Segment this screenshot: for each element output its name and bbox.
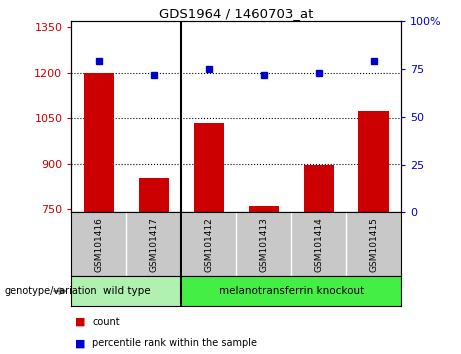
Text: GSM101413: GSM101413 [259,217,268,272]
Text: GSM101416: GSM101416 [95,217,103,272]
Bar [194,123,224,212]
Text: count: count [92,317,120,327]
Text: genotype/variation: genotype/variation [5,286,97,296]
Text: GSM101415: GSM101415 [369,217,378,272]
Bar [303,165,334,212]
Bar [248,206,279,212]
Text: percentile rank within the sample: percentile rank within the sample [92,338,257,348]
Bar [139,177,169,212]
Text: GSM101414: GSM101414 [314,217,323,272]
Text: wild type: wild type [103,286,150,296]
Text: GSM101412: GSM101412 [204,217,213,272]
Title: GDS1964 / 1460703_at: GDS1964 / 1460703_at [159,7,313,20]
Text: melanotransferrin knockout: melanotransferrin knockout [219,286,364,296]
Bar [359,111,389,212]
Bar [84,73,114,212]
Text: ■: ■ [76,338,86,348]
Text: ■: ■ [76,317,86,327]
Text: GSM101417: GSM101417 [149,217,159,272]
